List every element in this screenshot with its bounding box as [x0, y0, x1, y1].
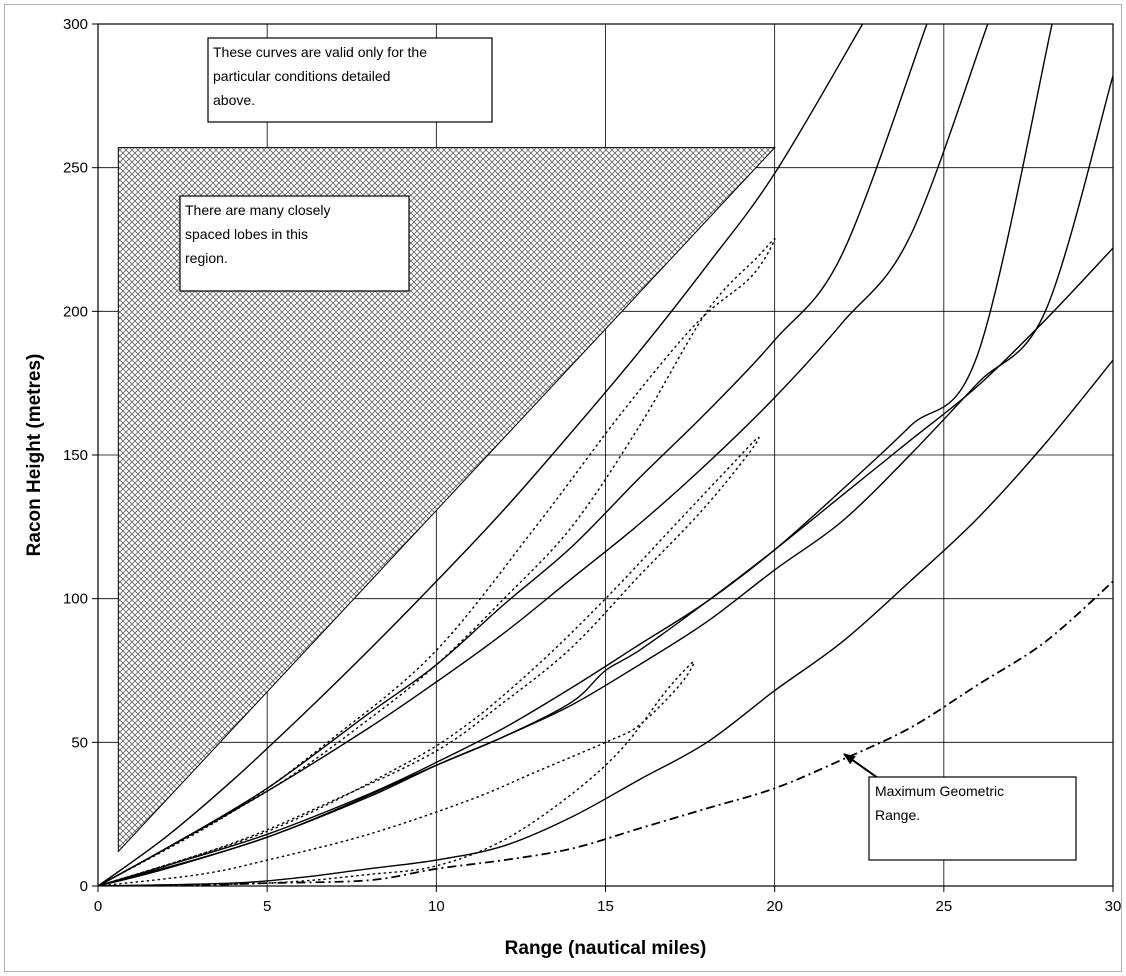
y-axis-title: Racon Height (metres)	[24, 354, 45, 557]
y-tick-label-50: 50	[71, 734, 88, 751]
series-line-8	[98, 238, 776, 886]
max-geometric-range-line-2: Range.	[875, 807, 920, 823]
x-tick-label-15: 15	[597, 898, 614, 915]
lobes-note-line-3: region.	[185, 250, 228, 266]
series-line-11	[182, 580, 1113, 886]
x-axis-title: Range (nautical miles)	[505, 938, 707, 959]
x-tick-label-25: 25	[935, 898, 952, 915]
series-line-9	[98, 436, 760, 886]
series-line-7	[98, 359, 1113, 886]
chart-frame	[4, 4, 1122, 972]
y-tick-label-0: 0	[80, 878, 88, 895]
x-tick-label-10: 10	[428, 898, 445, 915]
validity-note-line-1: These curves are valid only for the	[213, 44, 427, 60]
y-tick-label-200: 200	[63, 303, 88, 320]
x-tick-label-5: 5	[263, 898, 271, 915]
series-line-4	[98, 24, 1053, 886]
curve-series-group	[98, 24, 1113, 886]
validity-note-box	[207, 37, 493, 123]
series-line-1	[98, 24, 864, 886]
y-tick-label-150: 150	[63, 447, 88, 464]
max-geometric-range-box	[868, 776, 1077, 861]
series-line-6	[98, 247, 1113, 886]
y-tick-label-300: 300	[63, 16, 88, 33]
lobe-region-hatched-area	[117, 147, 776, 853]
validity-note-line-2: particular conditions detailed	[213, 68, 390, 84]
y-tick-label-250: 250	[63, 160, 88, 177]
validity-note-line-3: above.	[213, 92, 255, 108]
max-geometric-range-line-1: Maximum Geometric	[875, 783, 1004, 799]
lobes-note-line-1: There are many closely	[185, 202, 331, 218]
x-tick-label-20: 20	[766, 898, 783, 915]
lobes-note-box	[179, 195, 410, 292]
x-tick-label-0: 0	[94, 898, 102, 915]
x-tick-label-30: 30	[1105, 898, 1122, 915]
y-tick-label-100: 100	[63, 591, 88, 608]
lobes-note-line-2: spaced lobes in this	[185, 226, 308, 242]
series-line-10	[98, 661, 695, 886]
